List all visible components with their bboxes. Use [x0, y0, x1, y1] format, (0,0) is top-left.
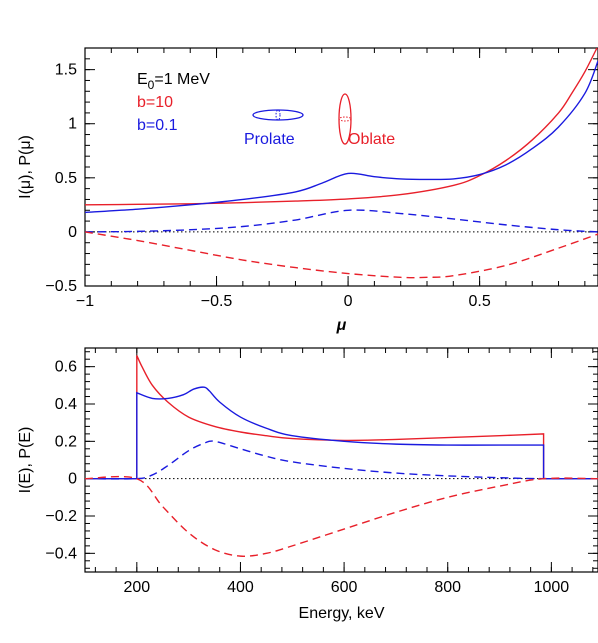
legend-entry-0: E0=1 MeV [137, 71, 210, 92]
y-axis-label: I(E), P(E) [17, 427, 34, 494]
plot-frame [84, 347, 598, 573]
series-line-1-solid [85, 386, 598, 480]
x-tick-label: 400 [227, 579, 254, 596]
oblate-axis-icon [338, 116, 352, 122]
x-tick-label: 1000 [534, 579, 570, 596]
series-group [85, 48, 598, 279]
x-tick-label: −1 [76, 293, 94, 310]
oblate-label: Oblate [348, 131, 395, 148]
legend-entry-2: b=0.1 [137, 117, 178, 134]
series-line-1-solid [85, 60, 598, 214]
bottom-chart-panel: 200 400 600 800 1000 −0.4 −0.2 0 0.2 0.4 0.6 Energy… [17, 347, 598, 622]
prolate-label: Prolate [244, 131, 295, 148]
y-tick-label: 1 [68, 116, 77, 133]
legend-entry-1: b=10 [137, 94, 173, 111]
y-tick-label: 0.2 [55, 433, 77, 450]
series-line-3-dashed [85, 231, 598, 279]
x-tick-label: 800 [434, 579, 461, 596]
series-line-2-dashed [85, 440, 598, 480]
x-tick-label: 0 [344, 293, 353, 310]
y-tick-label: 0.5 [55, 170, 77, 187]
legend-text: b=0.1 [137, 117, 178, 134]
legend-subscript: 0 [148, 78, 155, 92]
x-tick-label: 0.5 [468, 293, 490, 310]
y-tick-label: −0.5 [45, 278, 77, 295]
series-line-3-dashed [85, 475, 598, 557]
top-chart-panel: −1 −0.5 0 0.5−0.500.511.5μI(μ), P(μ) [17, 47, 598, 334]
y-tick-label: 0 [68, 471, 77, 488]
x-axis-label: μ [336, 317, 347, 334]
y-axis-label: I(μ), P(μ) [17, 135, 34, 199]
series-group [85, 355, 598, 557]
prolate-axis-icon [275, 109, 281, 121]
x-tick-label: 600 [331, 579, 358, 596]
y-tick-label: −0.2 [45, 508, 77, 525]
y-tick-label: −0.4 [45, 545, 77, 562]
prolate-ellipse-icon [252, 109, 304, 121]
y-tick-label: 0.4 [55, 396, 77, 413]
series-line-0-solid [85, 355, 598, 480]
legend-text-rest: =1 MeV [154, 71, 210, 88]
y-tick-label: 0 [68, 224, 77, 241]
x-tick-label: 200 [123, 579, 150, 596]
x-axis-label: Energy, keV [299, 605, 385, 622]
series-line-2-dashed [85, 209, 598, 233]
x-tick-label: −0.5 [201, 293, 233, 310]
legend-text: b=10 [137, 94, 173, 111]
legend-text: E [137, 71, 148, 88]
shape-annotations: Prolate Oblate [244, 93, 395, 148]
y-tick-label: 0.6 [55, 359, 77, 376]
legend: E0=1 MeV b=10 b=0.1 [137, 71, 210, 134]
y-tick-label: 1.5 [55, 62, 77, 79]
